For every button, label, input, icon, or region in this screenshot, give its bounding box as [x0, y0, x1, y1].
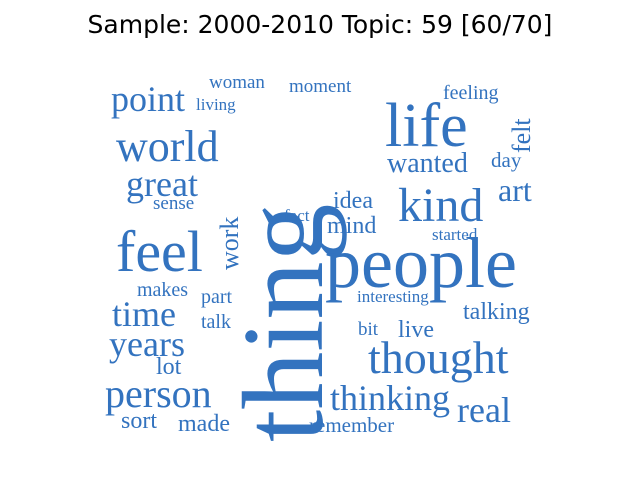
word-great: great — [126, 164, 198, 204]
word-thought: thought — [368, 332, 509, 383]
word-point: point — [111, 79, 185, 119]
word-started: started — [432, 225, 478, 244]
word-living: living — [196, 95, 236, 114]
word-world: world — [116, 122, 219, 171]
word-sort: sort — [121, 408, 157, 434]
word-real: real — [457, 390, 511, 430]
word-fact: fact — [284, 206, 310, 225]
word-idea: idea — [333, 188, 373, 214]
word-day: day — [491, 148, 522, 172]
chart-title: Sample: 2000-2010 Topic: 59 [60/70] — [87, 10, 553, 39]
word-time: time — [112, 294, 176, 334]
word-makes: makes — [137, 279, 188, 301]
word-made: made — [178, 411, 230, 437]
word-live: live — [398, 317, 434, 343]
word-remember: remember — [309, 413, 394, 437]
word-art: art — [498, 172, 532, 208]
word-interesting: interesting — [357, 287, 429, 306]
word-moment: moment — [289, 76, 352, 97]
word-talk: talk — [201, 311, 231, 333]
word-person: person — [105, 371, 212, 416]
word-feel: feel — [116, 219, 203, 284]
word-thinking: thinking — [330, 378, 450, 418]
word-feeling: feeling — [443, 82, 499, 104]
word-wanted: wanted — [387, 148, 468, 179]
word-part: part — [201, 286, 233, 308]
word-people: people — [325, 223, 517, 303]
word-work: work — [215, 217, 244, 270]
word-sense: sense — [153, 193, 194, 214]
word-felt: felt — [507, 118, 536, 153]
word-talking: talking — [463, 299, 530, 325]
word-kind: kind — [398, 179, 483, 232]
word-lot: lot — [156, 354, 182, 380]
word-thing: thing — [220, 204, 348, 442]
word-woman: woman — [209, 72, 265, 93]
word-years: years — [109, 324, 185, 364]
word-bit: bit — [358, 319, 379, 340]
word-life: life — [385, 92, 468, 160]
word-mind: mind — [327, 213, 376, 239]
